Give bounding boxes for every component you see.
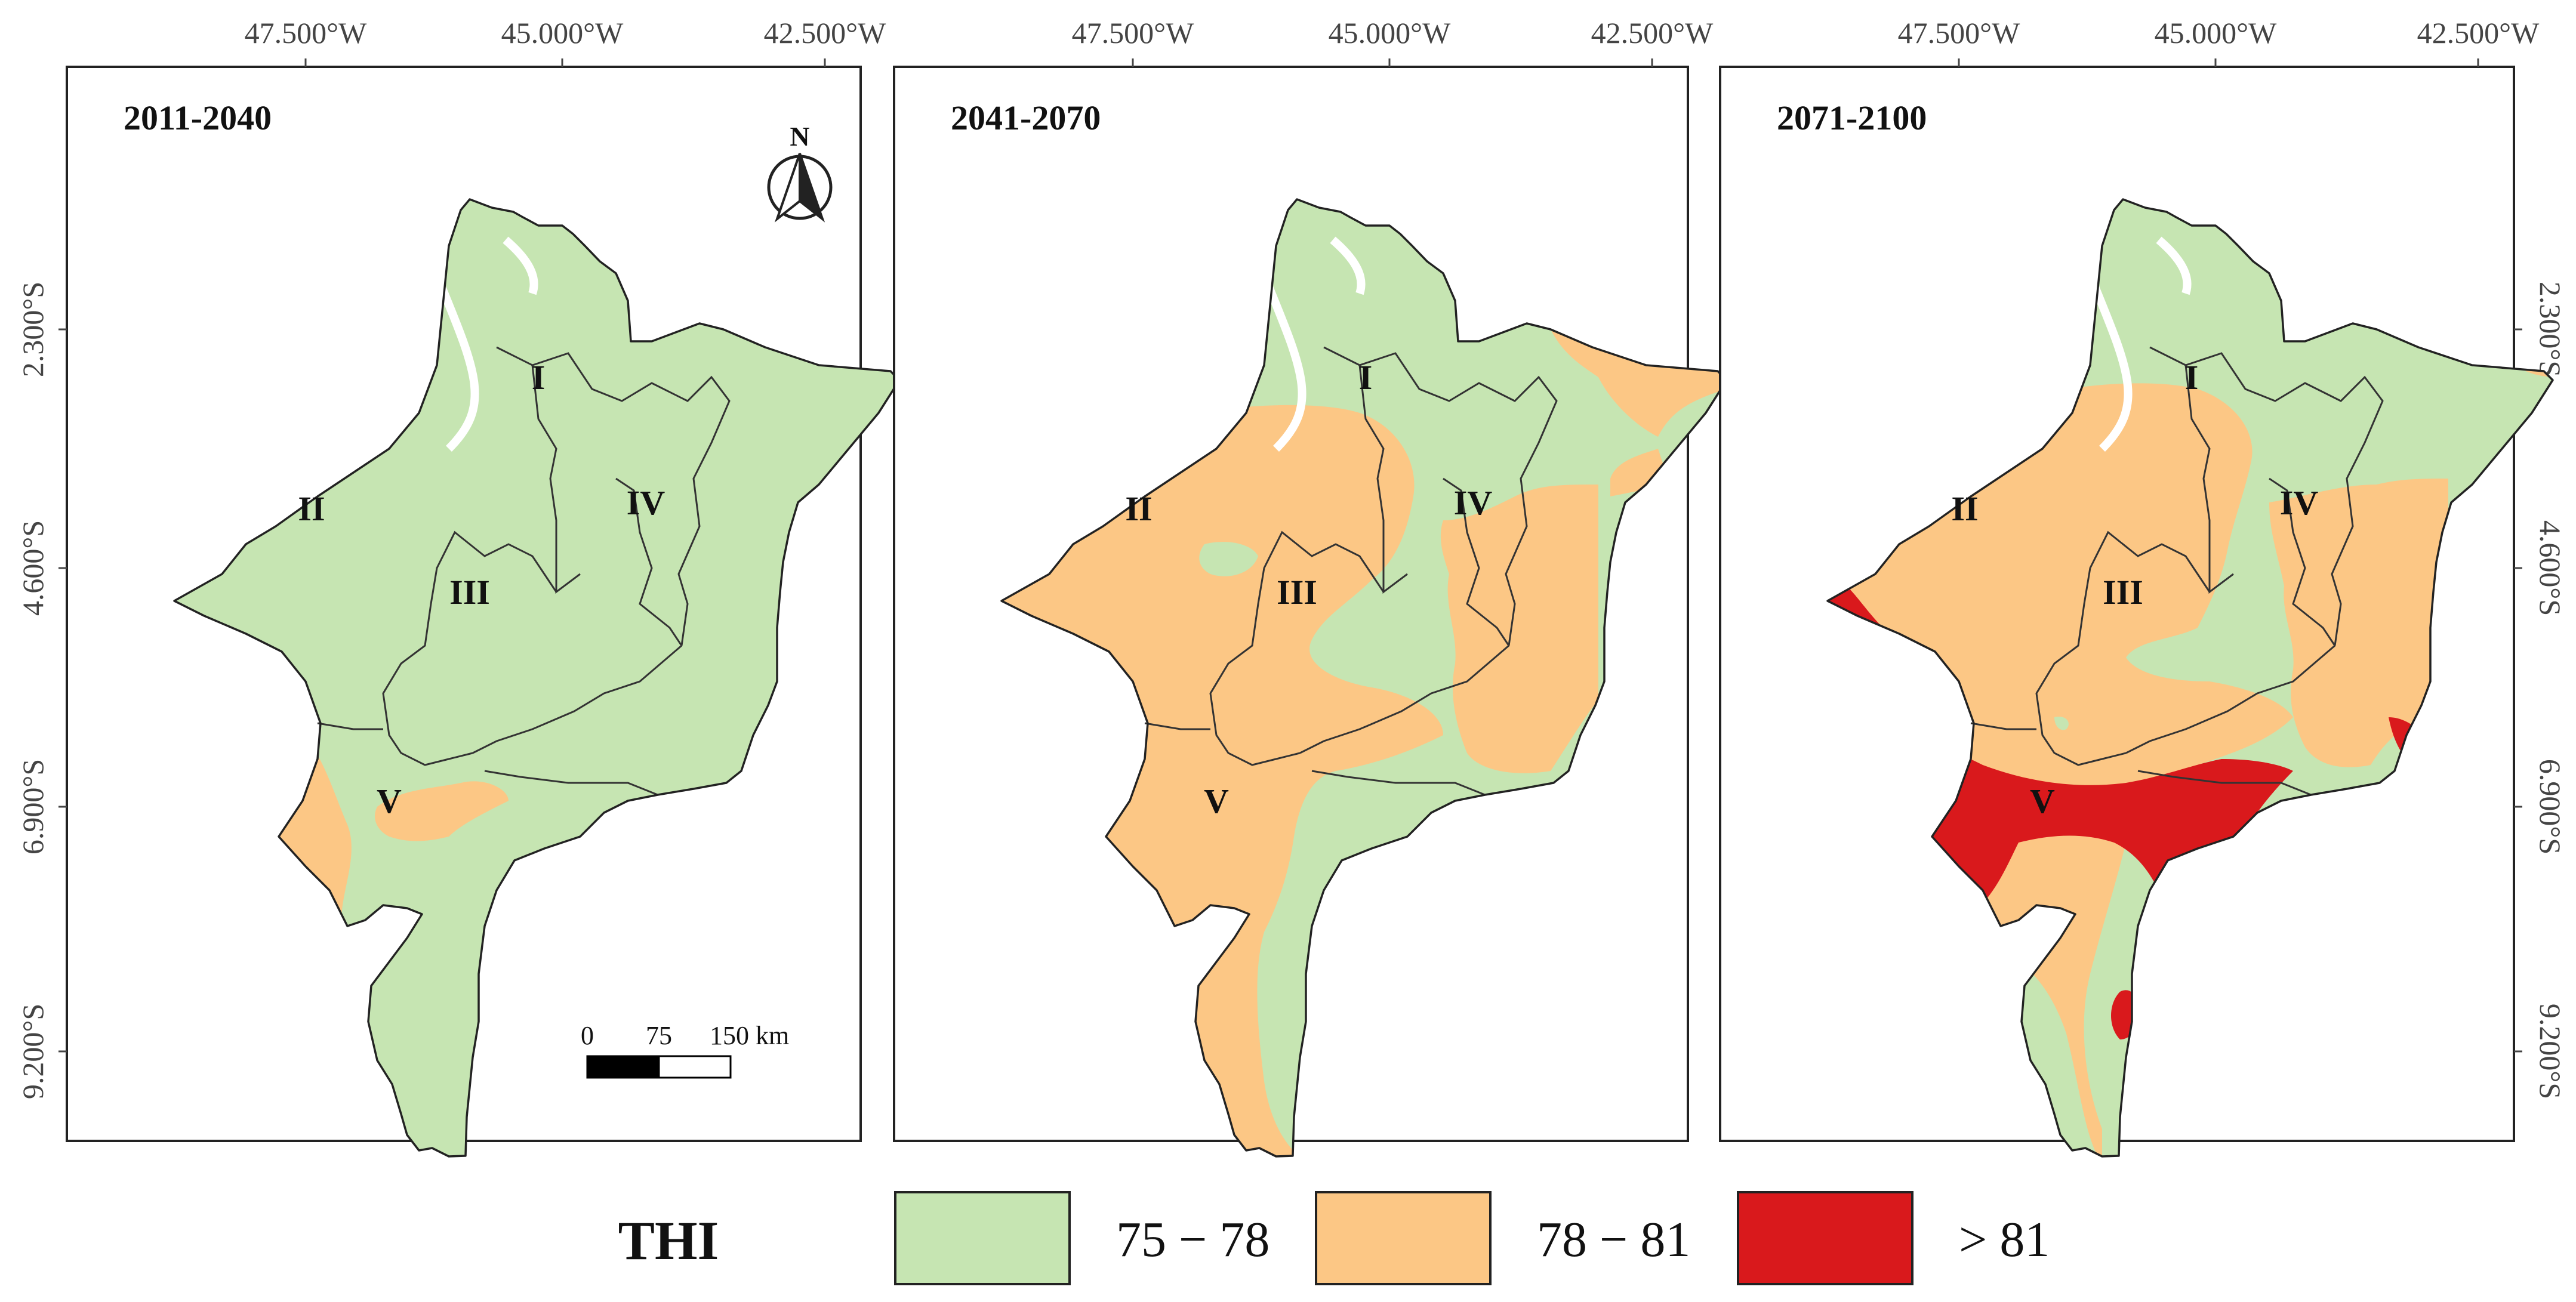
scale-label-zero: 0 <box>581 1021 594 1050</box>
region-boundary <box>2137 770 2312 796</box>
bay-water <box>1330 236 1366 295</box>
lon-tick-label: 45.000°W <box>1329 16 1451 50</box>
region-boundary <box>317 722 383 730</box>
region-label: II <box>1125 489 1152 528</box>
region-boundary <box>2269 477 2336 646</box>
region-boundary <box>1299 644 1509 754</box>
scale-label-end: 150 km <box>710 1021 789 1050</box>
scale-bar-black <box>586 1055 660 1079</box>
north-arrow-right-half <box>799 153 825 223</box>
region-boundary <box>615 477 683 646</box>
north-label: N <box>790 121 809 152</box>
legend: THI 75 − 78 78 − 81 > 81 <box>618 1191 2050 1285</box>
region-label: II <box>298 489 325 528</box>
lat-tick-label: 9.200°S <box>2534 1004 2567 1099</box>
map-panel-2071-2100: 47.500°W 45.000°W 42.500°W 2.300°S 4.600°S 6.… <box>1719 16 2567 1158</box>
period-title: 2011-2040 <box>124 98 272 137</box>
bay-water <box>421 244 479 452</box>
state-outline <box>1826 198 2554 1158</box>
period-title: 2071-2100 <box>1777 98 1927 137</box>
region-label: V <box>2030 782 2055 820</box>
base-zone-75-78 <box>174 199 899 1156</box>
map-panel-2011-2040: 47.500°W 45.000°W 42.500°W 2.300°S 4.600°S 6.… <box>16 16 901 1158</box>
region-boundary <box>1443 477 1510 646</box>
region-boundary <box>382 530 557 766</box>
lon-tick-label: 42.500°W <box>1591 16 1714 50</box>
region-boundary <box>1311 770 1486 796</box>
region-boundary <box>531 365 581 594</box>
lon-tick-label: 45.000°W <box>501 16 624 50</box>
region-boundary <box>2125 644 2335 754</box>
legend-label: 78 − 81 <box>1537 1212 1690 1267</box>
lat-tick-label: 2.300°S <box>2534 282 2567 377</box>
region-label: IV <box>2280 483 2319 522</box>
lat-tick-label: 6.900°S <box>16 759 50 854</box>
region-boundary <box>1358 365 1408 594</box>
bay-water <box>2074 244 2133 452</box>
region-boundary <box>484 770 658 796</box>
state-outline <box>173 198 901 1158</box>
region-label: I <box>2185 358 2199 397</box>
north-arrow: N <box>767 121 833 223</box>
region-boundary <box>2035 530 2211 766</box>
legend-swatch <box>894 1191 1071 1285</box>
legend-label: 75 − 78 <box>1116 1212 1269 1267</box>
thi-zone <box>2269 479 2448 767</box>
legend-swatch <box>1737 1191 1913 1285</box>
region-label: I <box>1359 358 1373 397</box>
region-boundary <box>472 644 682 754</box>
region-label: V <box>1204 782 1229 820</box>
lon-tick-label: 45.000°W <box>2155 16 2277 50</box>
region-label: II <box>1951 489 1978 528</box>
lon-tick-label: 42.500°W <box>2417 16 2540 50</box>
bay-water <box>503 236 538 295</box>
region-label: V <box>377 782 402 820</box>
thi-zone <box>2054 717 2069 730</box>
lat-tick-label: 9.200°S <box>16 1004 50 1099</box>
thi-zone <box>1199 542 1258 576</box>
thi-zone <box>1551 329 1727 437</box>
legend-title: THI <box>618 1210 719 1271</box>
scale-label-mid: 75 <box>646 1021 672 1050</box>
legend-swatch <box>1315 1191 1492 1285</box>
lon-tick-label: 47.500°W <box>1072 16 1194 50</box>
region-label: IV <box>627 483 665 522</box>
period-title: 2041-2070 <box>951 98 1101 137</box>
lon-tick-label: 47.500°W <box>245 16 367 50</box>
region-boundary <box>1209 530 1385 766</box>
region-boundary <box>2184 365 2234 594</box>
legend-label: > 81 <box>1959 1212 2050 1267</box>
thi-zone <box>1440 485 1598 773</box>
state-outline <box>1000 198 1728 1158</box>
region-label: I <box>532 358 546 397</box>
scale-bar: 0 75 150 km <box>581 1021 789 1079</box>
lat-tick-label: 6.900°S <box>2534 759 2567 854</box>
region-label: III <box>449 573 490 612</box>
bay-water <box>1248 244 1307 452</box>
map-panel-2041-2070: 47.500°W 45.000°W 42.500°WIIIIIIIVV2041-20… <box>893 16 1728 1158</box>
lat-tick-label: 4.600°S <box>2534 520 2567 616</box>
lat-tick-label: 2.300°S <box>16 282 50 377</box>
bay-water <box>2156 236 2192 295</box>
region-label: III <box>2103 573 2143 612</box>
region-boundary <box>496 346 731 646</box>
lat-tick-label: 4.600°S <box>16 520 50 616</box>
region-boundary <box>1970 722 2036 730</box>
lon-tick-label: 42.500°W <box>764 16 886 50</box>
region-boundary <box>1323 346 1558 646</box>
region-label: III <box>1277 573 1317 612</box>
scale-bar-white <box>658 1055 732 1079</box>
thi-zone <box>2007 962 2096 1156</box>
region-boundary <box>2149 346 2384 646</box>
thi-zone <box>375 781 509 841</box>
region-label: IV <box>1454 483 1493 522</box>
lon-tick-label: 47.500°W <box>1898 16 2020 50</box>
region-boundary <box>1144 722 1210 730</box>
